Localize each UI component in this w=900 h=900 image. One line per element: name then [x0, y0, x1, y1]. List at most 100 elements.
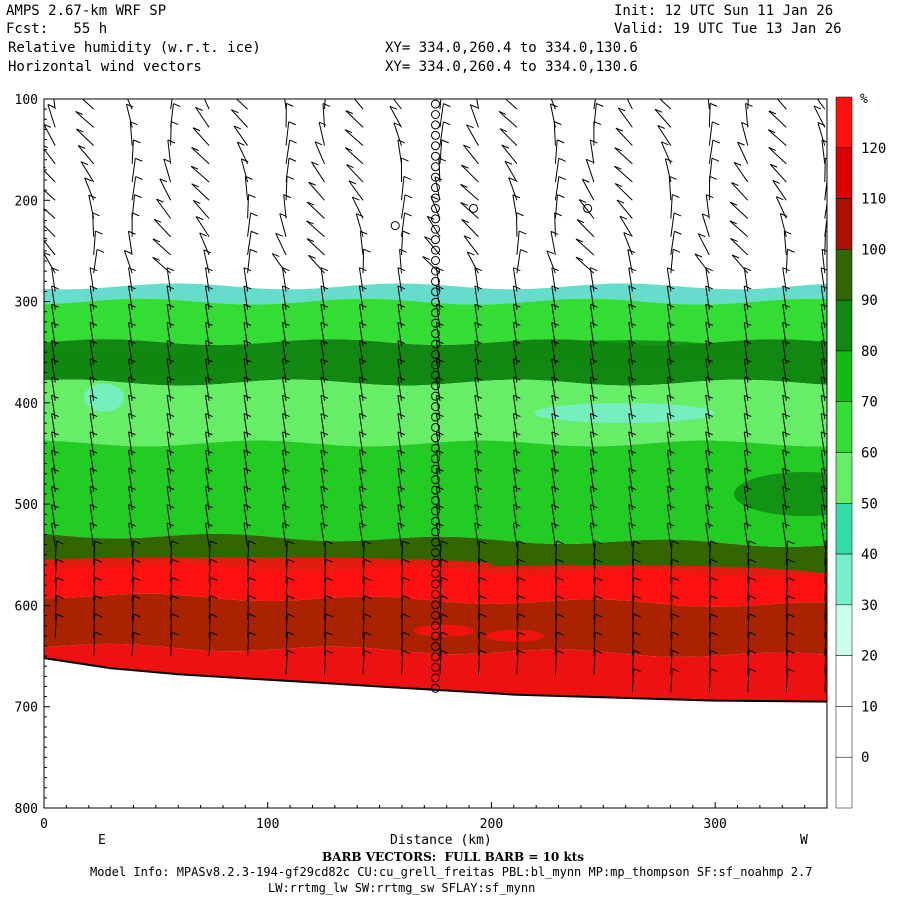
- wind-barb-flag: [551, 522, 560, 527]
- wind-barb-flag: [744, 431, 752, 436]
- wind-barb-staff: [743, 522, 749, 547]
- wind-barb-flag: [710, 631, 718, 636]
- wind-barb-flag: [729, 201, 738, 206]
- wind-barb-staff: [306, 220, 325, 238]
- wind-barb-flag: [590, 486, 598, 490]
- colorbar-tick-label: 20: [861, 649, 878, 665]
- wind-barb-flag: [618, 107, 626, 112]
- wind-barb-staff: [80, 161, 95, 183]
- wind-barb-staff: [129, 121, 133, 146]
- wind-barb-flag: [590, 413, 598, 418]
- wind-barb-staff: [285, 140, 291, 164]
- wind-barb-flag: [243, 340, 252, 345]
- y-tick-label: 400: [15, 397, 38, 412]
- wind-barb-flag: [517, 576, 526, 581]
- model-info-2: LW:rrtmg_lw SW:rrtmg_sw SFLAY:sf_mynn: [268, 881, 536, 895]
- wind-barb-flag: [231, 109, 239, 114]
- calm-wind-circle: [431, 610, 440, 620]
- wind-barb-flag: [748, 540, 757, 545]
- header-line1-right: Init: 12 UTC Sun 11 Jan 26: [614, 3, 834, 19]
- wind-barb-flag: [286, 102, 294, 107]
- wind-barb-flag: [51, 358, 59, 363]
- wind-barb-flag: [513, 376, 521, 381]
- wind-barb-flag: [166, 413, 175, 418]
- terrain-line: [44, 657, 827, 703]
- wind-barb-flag: [782, 522, 790, 527]
- wind-barb-flag: [320, 431, 329, 436]
- wind-barb-staff: [320, 522, 326, 547]
- wind-barb-flag: [282, 394, 290, 399]
- wind-barb-flag: [320, 285, 329, 290]
- wind-barb-flag: [594, 649, 603, 654]
- wind-barb-flag: [619, 215, 628, 220]
- wind-barb-flag: [171, 576, 180, 581]
- wind-barb-flag: [427, 215, 435, 220]
- wind-barb-staff: [152, 238, 171, 256]
- wind-barb-staff: [631, 650, 635, 675]
- wind-barb-staff: [75, 111, 94, 128]
- wind-barb-flag: [556, 540, 564, 545]
- wind-barb-flag: [712, 139, 721, 144]
- calm-wind-circle: [431, 631, 440, 641]
- header-line2-right: Valid: 19 UTC Tue 13 Jan 26: [614, 21, 842, 37]
- wind-barb-flag: [705, 358, 713, 363]
- wind-barb-staff: [783, 231, 787, 256]
- wind-barb-flag: [359, 376, 367, 381]
- header-line3-right: XY= 334.0,260.4 to 334.0,130.6: [385, 40, 638, 56]
- wind-barb-staff: [516, 632, 519, 657]
- wind-barb-staff: [400, 212, 406, 237]
- wind-barb-flag: [131, 212, 140, 217]
- wind-barb-staff: [285, 559, 288, 584]
- wind-barb-flag: [205, 321, 213, 326]
- wind-barb-staff: [362, 650, 365, 675]
- wind-barb-flag: [89, 358, 98, 363]
- wind-barb-flag: [513, 522, 521, 527]
- wind-barb-flag: [51, 267, 59, 272]
- wind-barb-flag: [308, 254, 316, 259]
- calm-wind-circle: [431, 683, 440, 693]
- wind-barb-staff: [785, 613, 788, 638]
- wind-barb-flag: [474, 486, 483, 490]
- wind-barb-flag: [614, 165, 622, 170]
- wind-barb-staff: [631, 668, 635, 693]
- wind-barb-flag: [517, 631, 526, 636]
- wind-barb-flag: [84, 177, 92, 182]
- calm-wind-circle: [431, 621, 440, 631]
- wind-barb-staff: [439, 121, 444, 146]
- wind-barb-flag: [325, 649, 333, 654]
- wind-barb-staff: [708, 595, 712, 620]
- wind-barb-staff: [170, 559, 173, 584]
- wind-barb-flag: [89, 449, 98, 454]
- calm-wind-circle: [431, 224, 440, 234]
- wind-barb-flag: [348, 180, 357, 185]
- wind-barb-flag: [133, 139, 141, 144]
- wind-barb-flag: [594, 540, 603, 545]
- wind-barb-flag: [320, 303, 329, 308]
- wind-barb-flag: [710, 576, 718, 581]
- colorbar-swatch: [835, 249, 853, 301]
- rh-field: [44, 99, 827, 808]
- wind-barb-flag: [440, 576, 449, 581]
- wind-barb-flag: [210, 613, 218, 618]
- wind-barb-flag: [128, 340, 136, 345]
- wind-barb-flag: [556, 595, 564, 600]
- calm-wind-circle: [469, 203, 479, 213]
- rh-blob-3: [534, 402, 714, 423]
- wind-barb-flag: [210, 631, 218, 636]
- wind-barb-flag: [51, 340, 59, 345]
- wind-barb-staff: [392, 99, 402, 110]
- wind-barb-flag: [166, 358, 175, 363]
- wind-barb-flag: [359, 358, 367, 363]
- wind-barb-staff: [554, 577, 558, 602]
- wind-barb-flag: [128, 504, 136, 509]
- wind-barb-flag: [133, 595, 141, 600]
- wind-barb-flag: [710, 102, 718, 107]
- wind-barb-staff: [466, 251, 479, 274]
- wind-barb-flag: [205, 522, 213, 527]
- wind-barb-flag: [470, 104, 478, 109]
- calm-wind-circle: [431, 162, 440, 172]
- wind-barb-flag: [479, 649, 487, 654]
- wind-barb-flag: [404, 194, 413, 199]
- wind-barb-staff: [708, 103, 711, 128]
